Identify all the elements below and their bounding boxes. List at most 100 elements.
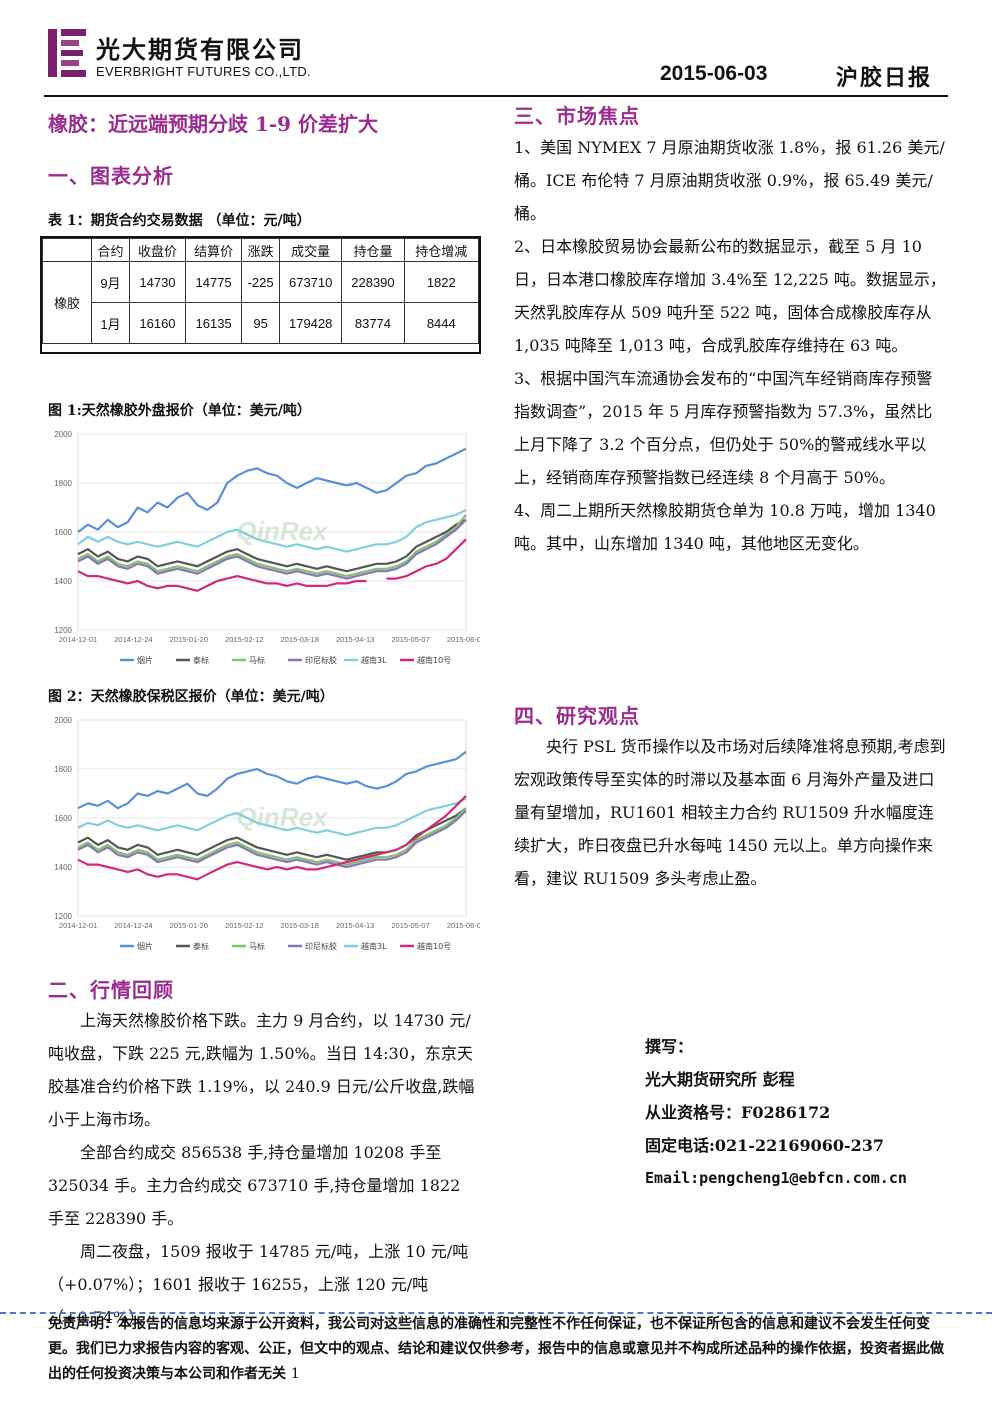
x-tick-label: 2015-02-12 — [225, 635, 263, 644]
section-research-view: 四、研究观点 — [514, 704, 640, 728]
table-cell: -225 — [241, 261, 281, 303]
table-header-cell: 结算价 — [185, 238, 243, 262]
author-org: 光大期货研究所 彭程 — [645, 1070, 795, 1089]
review-paragraph: 全部合约成交 856538 手,持仓量增加 10208 手至 325034 手。… — [48, 1143, 461, 1228]
legend-label: 马标 — [249, 655, 265, 665]
series-line — [77, 508, 467, 553]
table-row: 1月 16160 16135 95 179428 83774 8444 — [43, 302, 480, 344]
x-tick-label: 2015-05-07 — [391, 635, 429, 644]
legend-label: 越南10号 — [417, 655, 451, 665]
research-paragraph: 央行 PSL 货币操作以及市场对后续降准将息预期,考虑到宏观政策传导至实体的时滞… — [514, 737, 946, 888]
table-header-cell: 成交量 — [279, 238, 343, 262]
x-tick-label: 2015-04-13 — [336, 921, 374, 930]
section-chart-analysis: 一、图表分析 — [48, 164, 174, 188]
disclaimer-text: 免责声明：本报告的信息均来源于公开资料，我公司对这些信息的准确性和完整性不作任何… — [48, 1316, 944, 1382]
series-line — [77, 807, 467, 866]
table-cell: 14730 — [128, 261, 187, 303]
focus-item: 3、根据中国汽车流通协会发布的“中国汽车经销商库存预警指数调查”，2015 年 … — [514, 369, 933, 487]
x-tick-label: 2014-12-24 — [114, 635, 152, 644]
series-line — [77, 750, 467, 810]
x-tick-label: 2015-01-20 — [170, 635, 208, 644]
x-tick-label: 2014-12-01 — [59, 921, 97, 930]
watermark-text: QinRex — [236, 516, 329, 546]
company-name-cn: 光大期货有限公司 — [96, 35, 304, 64]
chart2-caption: 图 2：天然橡胶保税区报价（单位：美元/吨） — [48, 689, 334, 705]
legend-label: 烟片 — [137, 655, 153, 665]
chart1-caption: 图 1:天然橡胶外盘报价（单位：美元/吨） — [48, 403, 311, 419]
series-line — [77, 447, 467, 533]
table-cell: 14775 — [185, 261, 243, 303]
x-tick-label: 2014-12-24 — [114, 921, 152, 930]
y-tick-label: 1800 — [54, 765, 72, 774]
table-header-cell: 持仓量 — [341, 238, 405, 262]
x-tick-label: 2015-06-01 — [447, 635, 480, 644]
table-cell: 228390 — [341, 261, 405, 303]
table-header-cell: 收盘价 — [128, 238, 187, 262]
chart-bonded-prices: 1200 1400 1600 1800 2000 QinRex 2014-12-01 2014… — [54, 716, 480, 951]
table-cell: 95 — [241, 302, 281, 344]
chart-outer-prices: 1200 1400 1600 1800 2000 QinRex 2014-12-01 2014… — [54, 430, 480, 665]
x-tick-label: 2015-03-18 — [281, 635, 319, 644]
author-license: 从业资格号：F0286172 — [645, 1103, 831, 1122]
legend-label: 越南10号 — [417, 941, 451, 951]
header-divider — [44, 95, 948, 97]
table-cell: 673710 — [279, 261, 343, 303]
review-paragraph: 周二夜盘，1509 报收于 14785 元/吨，上涨 10 元/吨（+0.07%… — [48, 1242, 469, 1327]
y-tick-label: 1400 — [54, 863, 72, 872]
x-tick-label: 2015-04-13 — [336, 635, 374, 644]
table-header-cell: 涨跌 — [241, 238, 281, 262]
y-tick-label: 2000 — [54, 430, 72, 439]
legend-label: 越南3L — [361, 655, 387, 665]
legend-label: 印尼标胶 — [305, 655, 337, 665]
author-email: Email:pengcheng1@ebfcn.com.cn — [645, 1169, 907, 1187]
y-tick-label: 1200 — [54, 626, 72, 635]
table-cell: 16135 — [185, 302, 243, 344]
focus-item: 2、日本橡胶贸易协会最新公布的数据显示，截至 5 月 10 日，日本港口橡胶库存… — [514, 237, 946, 355]
table-header-row: 合约 收盘价 结算价 涨跌 成交量 持仓量 持仓增减 — [42, 238, 480, 262]
x-tick-label: 2015-01-20 — [170, 921, 208, 930]
legend-label: 马标 — [249, 941, 265, 951]
legend-label: 泰标 — [193, 655, 209, 665]
table-cell: 83774 — [341, 302, 405, 344]
legend-label: 烟片 — [137, 941, 153, 951]
section-market-focus: 三、市场焦点 — [514, 104, 640, 128]
series-line — [77, 514, 467, 578]
market-review-text: 上海天然橡胶价格下跌。主力 9 月合约，以 14730 元/吨收盘，下跌 225… — [48, 1004, 478, 1334]
legend-label: 印尼标胶 — [305, 941, 337, 951]
table-row: 橡胶 9月 14730 14775 -225 673710 228390 182… — [42, 261, 480, 344]
main-title: 橡胶：近远端预期分歧 1-9 价差扩大 — [48, 112, 379, 136]
watermark-text: QinRex — [236, 802, 329, 832]
y-tick-label: 1400 — [54, 577, 72, 586]
x-tick-label: 2014-12-01 — [59, 635, 97, 644]
company-name-en: EVERBRIGHT FUTURES CO.,LTD. — [96, 64, 311, 79]
disclaimer: 免责声明：本报告的信息均来源于公开资料，我公司对这些信息的准确性和完整性不作任何… — [48, 1312, 948, 1387]
series-line — [77, 797, 467, 837]
table-cell: 16160 — [128, 302, 187, 344]
page-number: 1 — [290, 1366, 300, 1382]
series-line — [77, 519, 467, 580]
table-corner-cell — [42, 238, 92, 262]
x-tick-label: 2015-03-18 — [281, 921, 319, 930]
table-cell: 8444 — [403, 302, 480, 344]
report-date: 2015-06-03 — [660, 62, 768, 85]
y-tick-label: 1200 — [54, 912, 72, 921]
author-phone: 固定电话:021-22169060-237 — [645, 1136, 885, 1155]
y-tick-label: 1600 — [54, 814, 72, 823]
legend-label: 越南3L — [361, 941, 387, 951]
x-tick-label: 2015-06-01 — [447, 921, 480, 930]
series-line — [77, 538, 467, 592]
footer-divider — [0, 1312, 992, 1314]
y-tick-label: 1600 — [54, 528, 72, 537]
table-group-label: 橡胶 — [42, 261, 92, 344]
section-market-review: 二、行情回顾 — [48, 978, 174, 1002]
legend-label: 泰标 — [193, 941, 209, 951]
market-focus-text: 1、美国 NYMEX 7 月原油期货收涨 1.8%，报 61.26 美元/桶。I… — [514, 131, 946, 560]
table-cell: 179428 — [279, 302, 343, 344]
table-cell: 1822 — [403, 261, 480, 303]
series-line — [77, 809, 467, 869]
author-label: 撰写： — [645, 1037, 694, 1056]
research-view-text: 央行 PSL 货币操作以及市场对后续降准将息预期,考虑到宏观政策传导至实体的时滞… — [514, 730, 946, 895]
review-paragraph: 上海天然橡胶价格下跌。主力 9 月合约，以 14730 元/吨收盘，下跌 225… — [48, 1011, 475, 1129]
table-cell: 9月 — [91, 261, 130, 303]
table1-caption: 表 1：期货合约交易数据 （单位：元/吨） — [48, 213, 311, 229]
